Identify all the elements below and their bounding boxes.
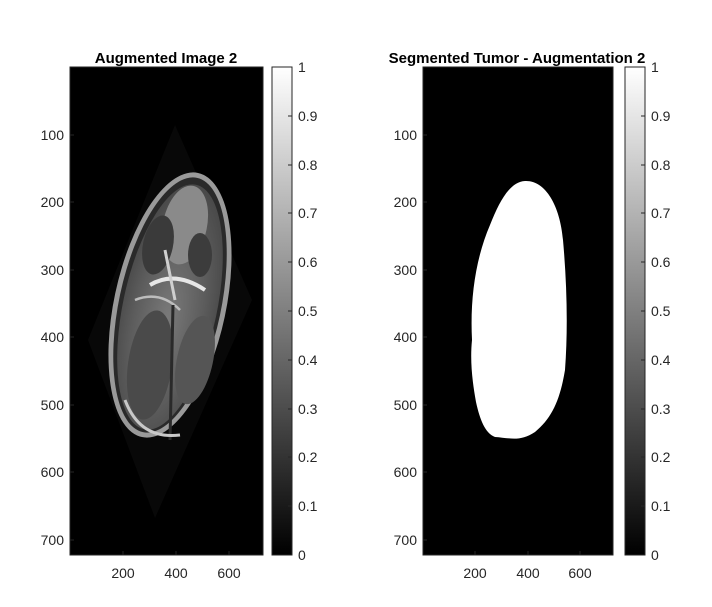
x-tick-label: 400 [164, 565, 188, 581]
colorbar: 0 0.1 0.2 0.3 0.4 0.5 0.6 0.7 0.8 0.9 1 [624, 59, 671, 563]
x-tick-label: 600 [568, 565, 592, 581]
x-tick-label: 200 [111, 565, 135, 581]
panel-augmented-image: Augmented Image 2 [41, 50, 318, 581]
tumor-mask [471, 180, 567, 439]
x-axis: 200 400 600 [111, 551, 241, 581]
y-tick-label: 300 [394, 262, 418, 278]
colorbar-tick-label: 0.8 [298, 157, 318, 173]
panel-title: Segmented Tumor - Augmentation 2 [389, 50, 646, 67]
panel-segmented-tumor: Segmented Tumor - Augmentation 2 100 200… [389, 50, 671, 581]
colorbar-tick-label: 0.3 [651, 401, 671, 417]
colorbar: 0 0.1 0.2 0.3 0.4 0.5 0.6 0.7 0.8 0.9 1 [271, 59, 318, 563]
y-tick-label: 500 [41, 397, 65, 413]
y-tick-label: 700 [41, 532, 65, 548]
y-tick-label: 300 [41, 262, 65, 278]
colorbar-tick-label: 0.8 [651, 157, 671, 173]
colorbar-tick-label: 0.9 [651, 108, 671, 124]
y-tick-label: 200 [41, 194, 65, 210]
colorbar-tick-label: 1 [298, 59, 306, 75]
y-axis: 100 200 300 400 500 600 700 [394, 127, 427, 548]
y-axis: 100 200 300 400 500 600 700 [41, 127, 74, 548]
colorbar-tick-label: 1 [651, 59, 659, 75]
colorbar-tick-label: 0.4 [651, 352, 671, 368]
colorbar-tick-label: 0.2 [298, 449, 318, 465]
x-tick-label: 600 [217, 565, 241, 581]
y-tick-label: 700 [394, 532, 418, 548]
y-tick-label: 100 [41, 127, 65, 143]
axes-frame [69, 66, 264, 556]
colorbar-tick-label: 0.7 [651, 205, 671, 221]
x-axis: 200 400 600 [463, 551, 592, 581]
colorbar-tick-label: 0.5 [651, 303, 671, 319]
y-tick-label: 200 [394, 194, 418, 210]
colorbar-tick-label: 0.1 [651, 498, 671, 514]
colorbar-tick-label: 0.1 [298, 498, 318, 514]
panel-title: Augmented Image 2 [95, 50, 238, 67]
colorbar-tick-label: 0.6 [651, 254, 671, 270]
axes-frame [422, 66, 614, 556]
mri-scan-image [108, 172, 232, 441]
y-tick-label: 500 [394, 397, 418, 413]
colorbar-tick-label: 0.5 [298, 303, 318, 319]
x-tick-label: 200 [463, 565, 487, 581]
colorbar-tick-label: 0.7 [298, 205, 318, 221]
colorbar-tick-label: 0.6 [298, 254, 318, 270]
colorbar-tick-label: 0 [298, 547, 306, 563]
y-tick-label: 100 [394, 127, 418, 143]
y-tick-label: 600 [394, 464, 418, 480]
colorbar-tick-label: 0.2 [651, 449, 671, 465]
y-tick-label: 400 [394, 329, 418, 345]
y-tick-label: 400 [41, 329, 65, 345]
colorbar-tick-label: 0.4 [298, 352, 318, 368]
colorbar-tick-label: 0 [651, 547, 659, 563]
colorbar-tick-label: 0.3 [298, 401, 318, 417]
colorbar-tick-label: 0.9 [298, 108, 318, 124]
y-tick-label: 600 [41, 464, 65, 480]
x-tick-label: 400 [516, 565, 540, 581]
